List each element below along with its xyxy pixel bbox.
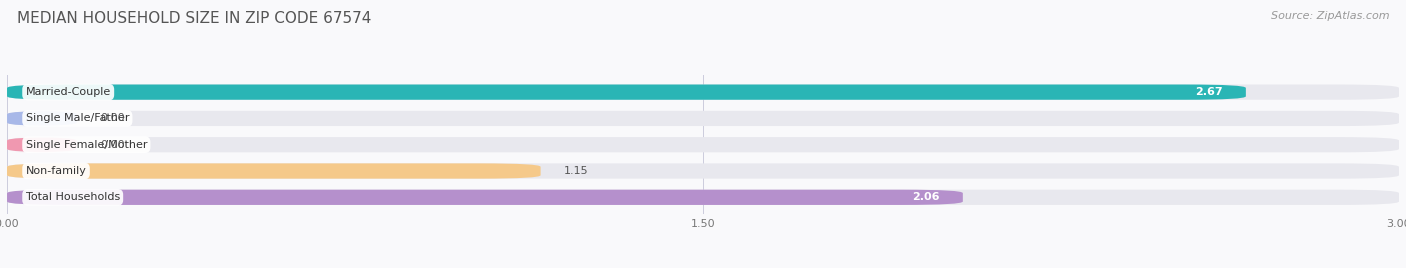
Text: 2.06: 2.06 — [912, 192, 939, 202]
Text: Non-family: Non-family — [25, 166, 86, 176]
Text: Total Households: Total Households — [25, 192, 120, 202]
FancyBboxPatch shape — [7, 137, 76, 152]
FancyBboxPatch shape — [7, 137, 1399, 152]
Text: 0.00: 0.00 — [100, 113, 125, 124]
Text: Source: ZipAtlas.com: Source: ZipAtlas.com — [1271, 11, 1389, 21]
Text: Single Female/Mother: Single Female/Mother — [25, 140, 148, 150]
FancyBboxPatch shape — [7, 190, 963, 205]
Text: 2.67: 2.67 — [1195, 87, 1223, 97]
Text: Married-Couple: Married-Couple — [25, 87, 111, 97]
FancyBboxPatch shape — [7, 163, 540, 179]
Text: MEDIAN HOUSEHOLD SIZE IN ZIP CODE 67574: MEDIAN HOUSEHOLD SIZE IN ZIP CODE 67574 — [17, 11, 371, 26]
FancyBboxPatch shape — [7, 111, 1399, 126]
Text: Single Male/Father: Single Male/Father — [25, 113, 129, 124]
FancyBboxPatch shape — [7, 190, 1399, 205]
FancyBboxPatch shape — [7, 111, 76, 126]
FancyBboxPatch shape — [7, 84, 1246, 100]
Text: 1.15: 1.15 — [564, 166, 589, 176]
FancyBboxPatch shape — [7, 84, 1399, 100]
FancyBboxPatch shape — [7, 163, 1399, 179]
Text: 0.00: 0.00 — [100, 140, 125, 150]
